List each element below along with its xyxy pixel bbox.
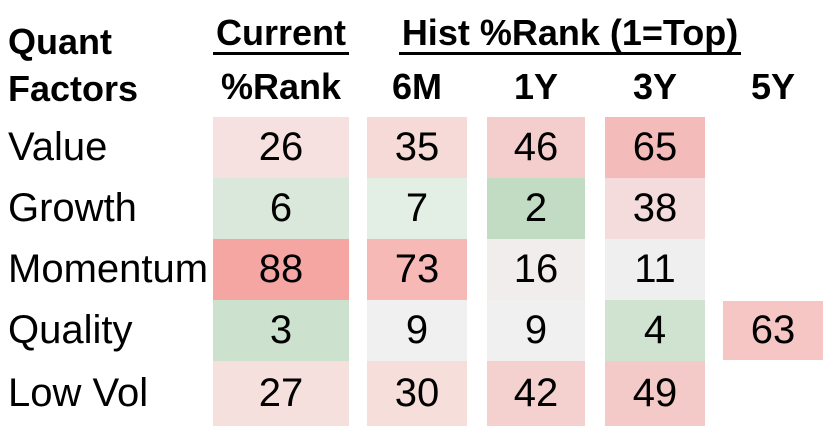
- group-header-hist: Hist %Rank (1=Top): [350, 12, 790, 55]
- cell-quality-6m: 9: [367, 300, 467, 361]
- group-header-current-label: Current: [213, 14, 350, 55]
- corner-title-line2: Factors: [8, 68, 139, 109]
- cell-quality-5y: 63: [723, 301, 823, 360]
- column-header-5y: 5Y: [750, 66, 796, 107]
- corner-title-line1: Quant: [8, 21, 112, 62]
- row-label-growth: Growth: [8, 186, 137, 230]
- column-header-6m: 6M: [391, 66, 442, 107]
- row-label-momentum: Momentum: [8, 247, 209, 291]
- cell-value-6m: 35: [367, 117, 467, 178]
- cell-momentum-current: 88: [213, 239, 349, 300]
- row-label-quality: Quality: [8, 308, 133, 352]
- cell-lowvol-6m: 30: [367, 361, 467, 426]
- cell-quality-1y: 9: [487, 300, 585, 361]
- group-header-hist-label: Hist %Rank (1=Top): [398, 14, 742, 55]
- cell-momentum-3y: 11: [605, 239, 705, 300]
- cell-momentum-6m: 73: [367, 239, 467, 300]
- cell-quality-current: 3: [213, 300, 349, 361]
- cell-value-1y: 46: [487, 117, 585, 178]
- column-header-3y: 3Y: [632, 66, 678, 107]
- cell-value-current: 26: [213, 117, 349, 178]
- column-header-1y: 1Y: [513, 66, 559, 107]
- cell-quality-3y: 4: [605, 300, 705, 361]
- cell-lowvol-current: 27: [213, 361, 349, 426]
- table-corner-title: Quant Factors: [8, 18, 138, 112]
- cell-growth-3y: 38: [605, 178, 705, 239]
- cell-lowvol-3y: 49: [605, 361, 705, 426]
- group-header-current: Current: [213, 12, 350, 55]
- row-label-value: Value: [8, 125, 108, 169]
- row-label-lowvol: Low Vol: [8, 371, 149, 415]
- cell-lowvol-1y: 42: [487, 361, 585, 426]
- cell-growth-current: 6: [213, 178, 349, 239]
- cell-growth-1y: 2: [487, 178, 585, 239]
- cell-growth-6m: 7: [367, 178, 467, 239]
- cell-momentum-1y: 16: [487, 239, 585, 300]
- cell-value-3y: 65: [605, 117, 705, 178]
- column-header-rank: %Rank: [220, 66, 342, 107]
